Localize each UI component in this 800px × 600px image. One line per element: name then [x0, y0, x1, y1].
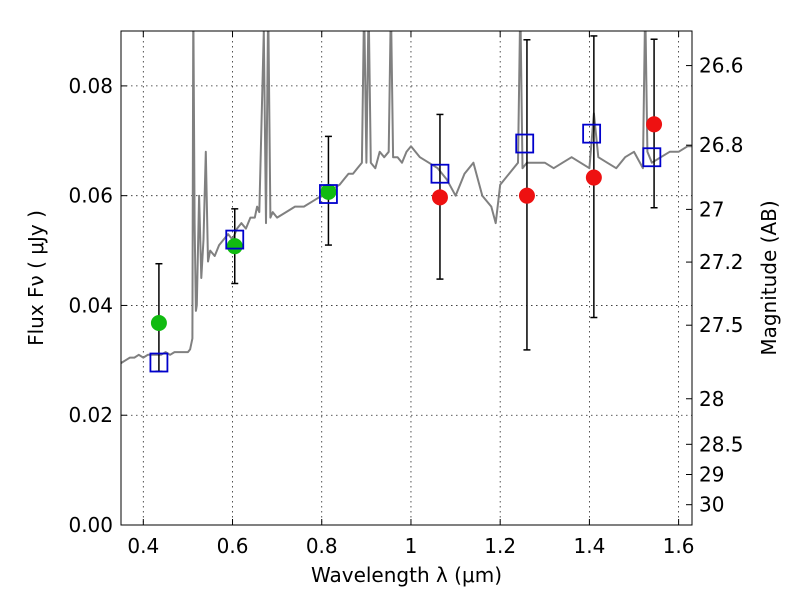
- model-square-point: [582, 123, 602, 144]
- y2-axis-label: Magnitude (AB): [757, 200, 781, 355]
- red-data-point: [518, 187, 535, 204]
- x-tick-label: 0.4: [127, 534, 159, 558]
- x-tick-label: 1.6: [663, 534, 695, 558]
- mag-tick-label: 27.2: [699, 250, 744, 274]
- mag-tick-label: 27: [699, 197, 724, 221]
- mag-tick-label: 26.8: [699, 133, 744, 157]
- x-tick-label: 1: [405, 534, 418, 558]
- red-data-point: [431, 189, 448, 206]
- data-markers: [149, 116, 663, 373]
- x-tick-label: 0.6: [217, 534, 249, 558]
- mag-tick-label: 29: [699, 463, 724, 487]
- y-axis-label: Flux Fν ( μJy ): [24, 210, 48, 346]
- model-square-point: [430, 163, 450, 184]
- green-data-point: [226, 238, 243, 255]
- red-data-point: [585, 169, 602, 186]
- mag-tick-label: 28: [699, 387, 724, 411]
- mag-tick-label: 28.5: [699, 432, 744, 456]
- model-square-point: [319, 184, 338, 204]
- model-square-point: [642, 147, 662, 168]
- x-axis-label: Wavelength λ (μm): [311, 563, 502, 587]
- x-tick-label: 1.4: [573, 534, 605, 558]
- y-tick-label: 0.08: [68, 74, 113, 98]
- red-data-point: [646, 116, 663, 133]
- mag-tick-label: 30: [699, 493, 724, 517]
- axis-ticks: 0.4 0.6 0.8 1 1.2 1.4 1.6 0.00 0.02 0.04 0.06 0.08 2…: [68, 31, 744, 558]
- template-spectrum: [121, 31, 692, 364]
- y-tick-label: 0.02: [68, 403, 113, 427]
- y-tick-label: 0.04: [68, 293, 113, 317]
- y-tick-label: 0.00: [68, 513, 113, 537]
- model-square-point: [515, 133, 535, 154]
- y-tick-label: 0.06: [68, 184, 113, 208]
- green-data-point: [150, 315, 167, 332]
- grid-lines: [121, 31, 692, 526]
- plot-frame: [120, 30, 693, 526]
- x-tick-label: 0.8: [306, 534, 338, 558]
- model-square-point: [225, 229, 245, 250]
- green-data-point: [320, 183, 337, 200]
- template-spectrum-line: [121, 31, 692, 364]
- model-square-point: [149, 352, 169, 373]
- x-tick-label: 1.2: [484, 534, 516, 558]
- mag-tick-label: 27.5: [699, 313, 744, 337]
- mag-tick-label: 26.6: [699, 54, 744, 78]
